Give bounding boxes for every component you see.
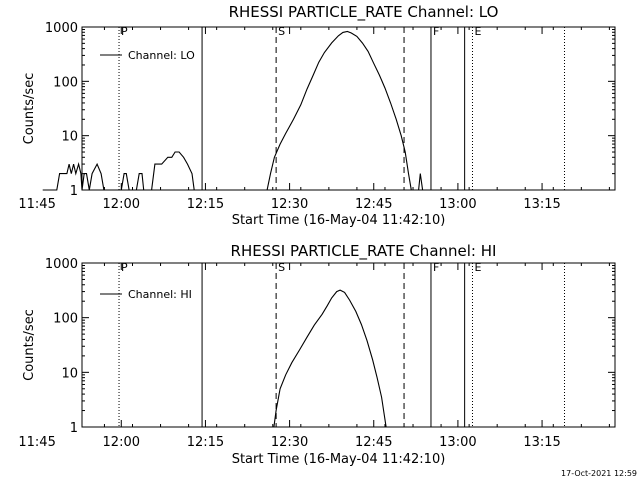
panel-lo: RHESSI PARTICLE_RATE Channel: LO 1 10 100 10…: [18, 3, 616, 228]
series-line-segment: [115, 173, 145, 191]
x-tick-label: 12:45: [355, 197, 392, 212]
legend-label: Channel: HI: [128, 288, 192, 301]
y-tick-label: 1000: [45, 21, 78, 36]
y-axis-label: Counts/sec: [22, 309, 37, 381]
panel-hi: RHESSI PARTICLE_RATE Channel: HI 1 10 100 10…: [18, 242, 616, 467]
event-marker-label: S: [278, 261, 285, 274]
y-tick-label: 100: [53, 312, 78, 327]
x-tick-label: 12:30: [271, 435, 308, 450]
plot-frame: [81, 262, 616, 428]
y-tick-label: 100: [53, 75, 78, 90]
event-marker-label: E: [474, 25, 481, 38]
chart-title: RHESSI PARTICLE_RATE Channel: LO: [229, 3, 499, 22]
event-marker-label: E: [474, 261, 481, 274]
y-tick-label: 10: [61, 130, 78, 145]
event-marker-label: P: [121, 25, 128, 38]
x-tick-label: 11:45: [18, 197, 55, 212]
x-tick-label: 12:15: [187, 197, 224, 212]
y-tick-label: 1000: [45, 257, 78, 272]
y-tick-label: 1: [70, 184, 78, 199]
series-line-segment: [266, 30, 412, 191]
event-marker-label: F: [433, 261, 439, 274]
event-marker-label: P: [121, 261, 128, 274]
x-axis-label: Start Time (16-May-04 11:42:10): [232, 213, 446, 228]
y-tick-label: 1: [70, 421, 78, 436]
x-tick-label: 11:45: [18, 435, 55, 450]
series-line-segment: [151, 151, 195, 191]
x-tick-label: 13:15: [523, 435, 560, 450]
series-line-segment: [273, 289, 387, 428]
x-tick-label: 13:00: [439, 197, 476, 212]
x-tick-label: 12:30: [271, 197, 308, 212]
y-axis-label: Counts/sec: [22, 73, 37, 145]
series-line-segment: [418, 173, 424, 191]
x-tick-label: 13:00: [439, 435, 476, 450]
x-tick-label: 12:45: [355, 435, 392, 450]
event-marker-label: F: [433, 25, 439, 38]
y-tick-label: 10: [61, 366, 78, 381]
x-tick-label: 12:00: [103, 435, 140, 450]
x-tick-label: 12:00: [103, 197, 140, 212]
legend-label: Channel: LO: [128, 49, 195, 62]
chart-title: RHESSI PARTICLE_RATE Channel: HI: [231, 242, 497, 261]
event-marker-label: S: [278, 25, 285, 38]
x-axis-label: Start Time (16-May-04 11:42:10): [232, 452, 446, 467]
x-tick-label: 13:15: [523, 197, 560, 212]
plot-frame: [81, 26, 616, 191]
series-line-segment: [42, 161, 111, 191]
footer-timestamp: 17-Oct-2021 12:59: [561, 469, 637, 478]
x-tick-label: 12:15: [187, 435, 224, 450]
